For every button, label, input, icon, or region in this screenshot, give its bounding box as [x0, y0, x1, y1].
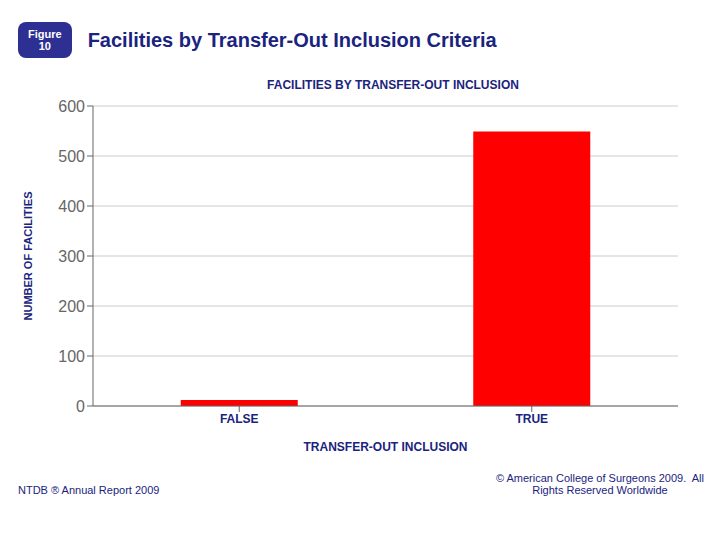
- svg-text:200: 200: [58, 298, 85, 315]
- svg-text:TRUE: TRUE: [515, 412, 548, 426]
- html-text:© American College of Surgeons: © American College of Surgeons 2009. All…: [495, 472, 704, 496]
- html-text:NTDB ® Annual Report 2009: NTDB ® Annual Report 2009: [18, 484, 160, 496]
- html-text:FACILITIES BY TRANSFER-OUT INC: FACILITIES BY TRANSFER-OUT INCLUSION: [267, 78, 519, 92]
- svg-text:600: 600: [58, 98, 85, 115]
- svg-text:NUMBER OF FACILITIES: NUMBER OF FACILITIES: [22, 192, 34, 321]
- svg-text:FALSE: FALSE: [220, 412, 259, 426]
- svg-text:400: 400: [58, 198, 85, 215]
- svg-text:100: 100: [58, 348, 85, 365]
- svg-text:0: 0: [76, 398, 85, 415]
- svg-text:300: 300: [58, 248, 85, 265]
- html-text:Figure 10: Figure 10: [28, 28, 62, 52]
- html-text:Facilities by Transfer-Out Inc: Facilities by Transfer-Out Inclusion Cri…: [87, 28, 497, 51]
- svg-text:TRANSFER-OUT INCLUSION: TRANSFER-OUT INCLUSION: [304, 440, 468, 454]
- svg-text:500: 500: [58, 148, 85, 165]
